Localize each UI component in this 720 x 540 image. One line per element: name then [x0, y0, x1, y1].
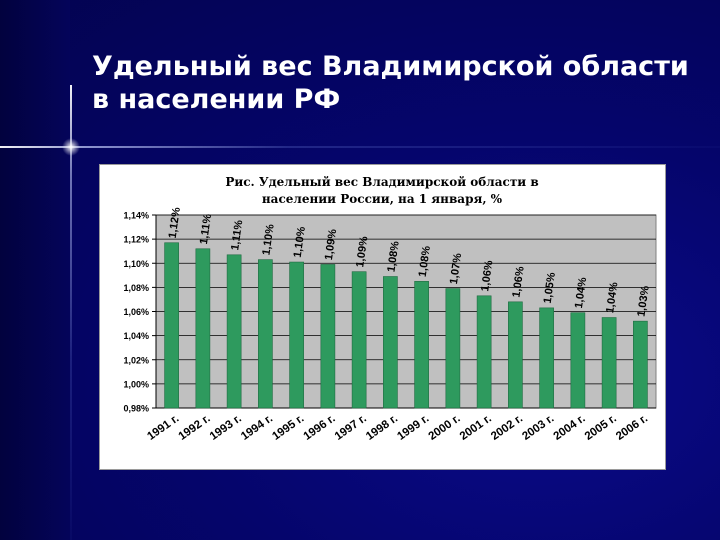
bar [383, 276, 398, 409]
x-tick-label: 2005 г. [583, 413, 619, 443]
data-label: 1,11% [229, 219, 245, 251]
bar [289, 261, 304, 409]
data-label: 1,08% [417, 245, 433, 278]
x-tick-label: 1993 г. [208, 413, 244, 443]
x-tick-label: 1996 г. [302, 413, 338, 443]
x-tick-label: 2000 г. [427, 413, 463, 443]
data-label: 1,12% [167, 206, 183, 239]
y-tick-label: 1,14% [123, 211, 149, 221]
bar [633, 320, 648, 409]
bar [539, 307, 554, 409]
y-tick-label: 1,10% [123, 259, 149, 269]
bar [320, 264, 336, 409]
x-tick-label: 1994 г. [239, 413, 275, 443]
y-tick-label: 1,08% [123, 283, 149, 293]
x-tick-label: 2006 г. [614, 413, 650, 443]
bar [258, 259, 273, 409]
bar [414, 281, 429, 409]
data-label: 1,05% [542, 272, 558, 305]
data-label: 1,09% [354, 235, 370, 268]
x-tick-label: 1991 г. [145, 413, 181, 443]
decorative-horizontal-line [0, 146, 720, 148]
y-tick-label: 1,00% [123, 379, 149, 389]
data-label: 1,11% [198, 213, 214, 245]
data-label: 1,04% [604, 281, 620, 314]
y-tick-label: 1,02% [123, 355, 149, 365]
bar [601, 317, 617, 409]
bar [570, 312, 586, 409]
bar [508, 301, 523, 409]
data-label: 1,10% [292, 226, 308, 259]
data-label: 1,08% [385, 240, 401, 273]
data-label: 1,07% [448, 252, 464, 285]
bar [226, 254, 242, 409]
x-tick-label: 1998 г. [364, 413, 400, 443]
data-label: 1,04% [573, 276, 589, 309]
x-tick-label: 1995 г. [270, 413, 306, 443]
decorative-vertical-line [70, 85, 72, 540]
bar [164, 242, 179, 409]
data-label: 1,10% [260, 223, 276, 256]
bar [351, 271, 367, 409]
x-tick-label: 2001 г. [458, 413, 494, 443]
data-label: 1,06% [479, 259, 495, 292]
x-tick-label: 2002 г. [489, 413, 525, 443]
y-tick-label: 1,12% [123, 235, 149, 245]
x-tick-label: 1999 г. [395, 413, 431, 443]
data-label: 1,06% [510, 265, 526, 298]
bar [445, 288, 461, 409]
x-tick-label: 2004 г. [552, 413, 588, 443]
y-tick-label: 0,98% [123, 404, 149, 414]
chart-title-line-1: Рис. Удельный вес Владимирской области в [225, 175, 538, 189]
bar [195, 248, 211, 409]
data-label: 1,09% [323, 228, 339, 261]
bar-chart: Рис. Удельный вес Владимирской области в… [123, 175, 657, 443]
y-tick-label: 1,06% [123, 307, 149, 317]
data-label: 1,03% [635, 285, 651, 318]
slide-left-band [0, 0, 70, 540]
slide-title: Удельный вес Владимирской области в насе… [92, 51, 689, 115]
x-tick-label: 1992 г. [177, 413, 213, 443]
bar [476, 295, 492, 409]
decorative-sparkle [62, 138, 80, 156]
y-tick-label: 1,04% [123, 331, 149, 341]
chart-title-line-2: населении России, на 1 января, % [262, 192, 503, 206]
x-tick-label: 1997 г. [333, 413, 369, 443]
chart-container: Рис. Удельный вес Владимирской области в… [100, 165, 665, 469]
x-tick-label: 2003 г. [520, 413, 556, 443]
